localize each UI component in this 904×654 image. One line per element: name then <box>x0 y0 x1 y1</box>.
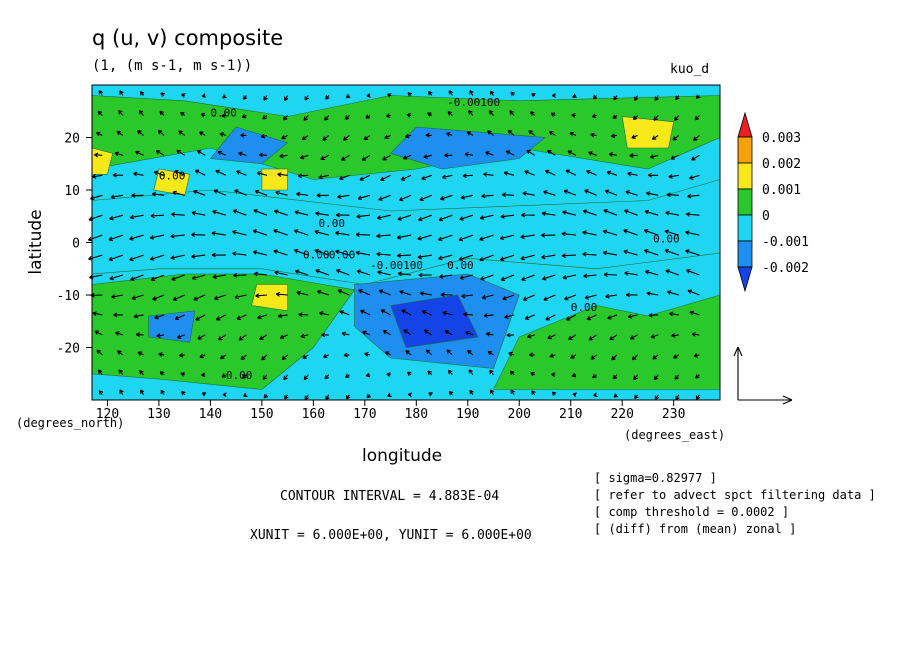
contour-label: 0.00 <box>318 217 345 230</box>
x-unit-label: (degrees_east) <box>624 428 726 442</box>
x-tick-label: 220 <box>610 407 633 422</box>
x-tick-label: 170 <box>353 407 376 422</box>
colorbar-segment <box>737 136 753 164</box>
x-tick-label: 230 <box>662 407 685 422</box>
reference-vector <box>733 346 793 405</box>
contour-region <box>91 273 356 390</box>
dataset-tag: kuo_d <box>670 62 710 77</box>
contour-label: 0.00 <box>303 248 330 261</box>
vector-arrows <box>87 90 701 401</box>
note-line: [ comp threshold = 0.0002 ] <box>594 505 790 519</box>
x-tick-label: 120 <box>96 407 119 422</box>
x-tick-label: 160 <box>302 407 325 422</box>
x-tick-label: 150 <box>250 407 273 422</box>
contour-region <box>621 116 675 149</box>
chart-subtitle: (1, (m s-1, m s-1)) <box>92 58 253 74</box>
colorbar-label: -0.002 <box>762 261 809 276</box>
colorbar-cap <box>737 111 753 138</box>
xy-unit: XUNIT = 6.000E+00, YUNIT = 6.000E+00 <box>250 528 532 543</box>
contour-region <box>91 179 721 285</box>
note-line: [ (diff) from (mean) zonal ] <box>594 522 797 536</box>
contour-label: 0.00 <box>571 301 598 314</box>
x-tick-label: 140 <box>199 407 222 422</box>
colorbar-segment <box>737 240 753 268</box>
colorbar-label: -0.001 <box>762 235 809 250</box>
contour-interval: CONTOUR INTERVAL = 4.883E-04 <box>280 489 500 504</box>
contour-region <box>261 168 288 191</box>
y-tick-label: 10 <box>64 184 80 199</box>
colorbar-segment <box>737 214 753 242</box>
x-tick-label: 210 <box>559 407 582 422</box>
colorbar-label: 0.003 <box>762 131 801 146</box>
x-axis-label: longitude <box>362 446 443 466</box>
colorbar-label: 0 <box>762 209 770 224</box>
colorbar-segment <box>737 162 753 190</box>
contour-region <box>390 126 546 170</box>
y-tick-label: -20 <box>57 342 80 357</box>
contour-label: -0.00100 <box>370 259 423 272</box>
contour-region <box>390 294 479 348</box>
contour-label: 0.00 <box>226 369 253 382</box>
wind-vectors <box>87 90 793 405</box>
contour-label: 0.00 <box>159 170 186 183</box>
y-tick-label: 0 <box>72 237 80 252</box>
x-tick-label: 180 <box>405 407 428 422</box>
y-tick-label: 20 <box>64 132 80 147</box>
contour-label: 0.00 <box>329 248 356 261</box>
contour-region <box>148 310 196 343</box>
notes-block: [ sigma=0.82977 ] [ refer to advect spct… <box>594 470 876 538</box>
contour-region <box>209 126 289 165</box>
colorbar-cap <box>737 266 753 293</box>
x-tick-label: 190 <box>456 407 479 422</box>
contour-label: -0.00100 <box>447 96 500 109</box>
chart-title: q (u, v) composite <box>92 26 284 50</box>
axes: 120 130 140 150 160 170 180 190 200 210 220 230 20 10… <box>57 84 721 422</box>
y-tick-label: -10 <box>57 289 80 304</box>
contour-label: 0.00 <box>210 107 237 120</box>
colorbar-label: 0.002 <box>762 157 801 172</box>
note-line: [ refer to advect spct filtering data ] <box>594 488 876 502</box>
contour-label: 0.00 <box>447 259 474 272</box>
x-tick-label: 130 <box>147 407 170 422</box>
contour-label: 0.00 <box>653 233 680 246</box>
colorbar: 0.003 0.002 0.001 0 -0.001 -0.002 <box>737 111 809 293</box>
colorbar-label: 0.001 <box>762 183 801 198</box>
colorbar-segment <box>737 188 753 216</box>
contour-region <box>251 284 288 312</box>
y-unit-label: (degrees_north) <box>16 416 125 430</box>
x-tick-label: 200 <box>508 407 531 422</box>
note-line: [ sigma=0.82977 ] <box>594 471 717 485</box>
y-axis-label: latitude <box>26 209 46 275</box>
